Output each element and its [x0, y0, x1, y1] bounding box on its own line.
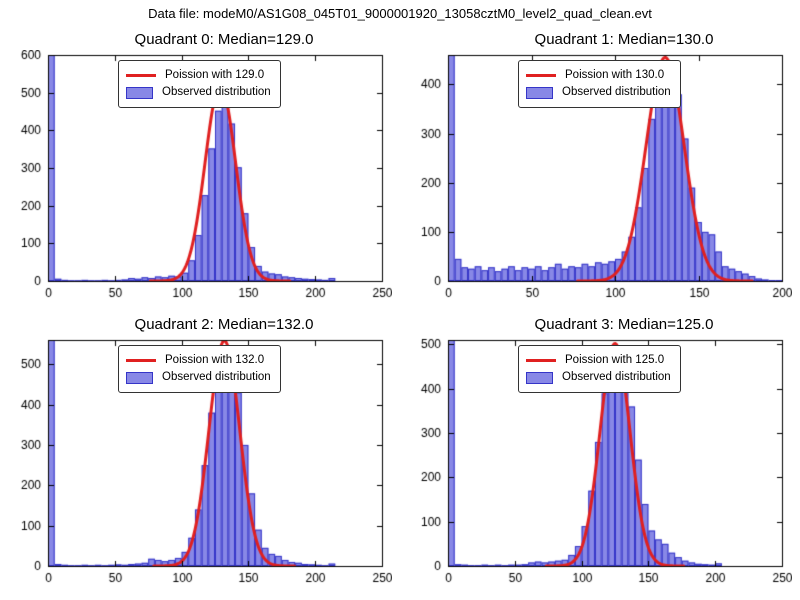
- subplot-quadrant-2: Quadrant 2: Median=132.0 Poission with 1…: [0, 315, 400, 600]
- legend-row: Observed distribution: [126, 85, 271, 100]
- quadrant-3-title: Quadrant 3: Median=125.0: [534, 316, 714, 333]
- poisson-line-sample-icon: [126, 359, 156, 362]
- observed-patch-sample-icon: [126, 371, 153, 384]
- legend-label-poisson: Poission with 125.0: [565, 354, 665, 366]
- legend-label-poisson: Poission with 132.0: [165, 354, 265, 366]
- subplot-quadrant-0: Quadrant 0: Median=129.0 Poission with 1…: [0, 30, 400, 315]
- legend-label-observed: Observed distribution: [562, 371, 671, 383]
- quadrant-3-legend: Poission with 125.0 Observed distributio…: [518, 345, 681, 393]
- quadrant-2-title: Quadrant 2: Median=132.0: [134, 316, 314, 333]
- legend-row: Observed distribution: [126, 370, 271, 385]
- legend-label-poisson: Poission with 129.0: [165, 69, 265, 81]
- observed-patch-sample-icon: [526, 86, 553, 99]
- legend-row: Poission with 132.0: [126, 353, 271, 368]
- subplot-grid: Quadrant 0: Median=129.0 Poission with 1…: [0, 30, 800, 600]
- subplot-quadrant-1: Quadrant 1: Median=130.0 Poission with 1…: [400, 30, 800, 315]
- legend-label-observed: Observed distribution: [162, 86, 271, 98]
- legend-label-observed: Observed distribution: [162, 371, 271, 383]
- quadrant-0-legend: Poission with 129.0 Observed distributio…: [118, 60, 281, 108]
- observed-patch-sample-icon: [126, 86, 153, 99]
- legend-row: Observed distribution: [526, 85, 671, 100]
- legend-row: Observed distribution: [526, 370, 671, 385]
- legend-label-observed: Observed distribution: [562, 86, 671, 98]
- legend-row: Poission with 129.0: [126, 68, 271, 83]
- figure-suptitle: Data file: modeM0/AS1G08_045T01_90000019…: [148, 6, 652, 21]
- poisson-line-sample-icon: [526, 74, 556, 77]
- quadrant-1-legend: Poission with 130.0 Observed distributio…: [518, 60, 681, 108]
- subplot-quadrant-3: Quadrant 3: Median=125.0 Poission with 1…: [400, 315, 800, 600]
- poisson-line-sample-icon: [126, 74, 156, 77]
- observed-patch-sample-icon: [526, 371, 553, 384]
- legend-label-poisson: Poission with 130.0: [565, 69, 665, 81]
- quadrant-0-title: Quadrant 0: Median=129.0: [134, 31, 314, 48]
- quadrant-2-legend: Poission with 132.0 Observed distributio…: [118, 345, 281, 393]
- legend-row: Poission with 125.0: [526, 353, 671, 368]
- legend-row: Poission with 130.0: [526, 68, 671, 83]
- quadrant-1-title: Quadrant 1: Median=130.0: [534, 31, 714, 48]
- poisson-line-sample-icon: [526, 359, 556, 362]
